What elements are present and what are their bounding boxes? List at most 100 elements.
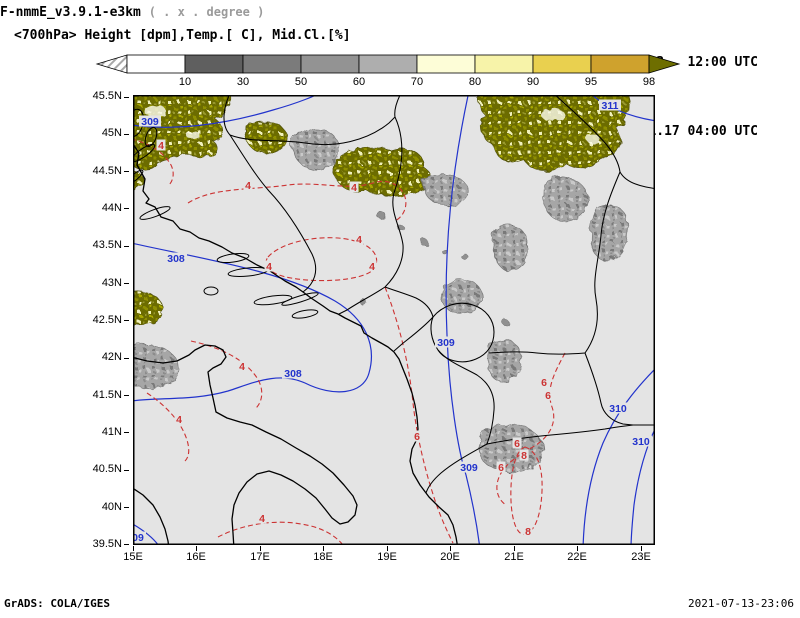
lat-tick-mark: [124, 357, 129, 359]
map-frame: [133, 95, 655, 545]
lat-tick-label: 44.5N: [92, 165, 122, 177]
temp-label-text: 6: [414, 431, 420, 443]
colorbar-segment: [300, 54, 360, 74]
lon-tick-label: 18E: [313, 551, 333, 563]
temp-label-text: 4: [239, 361, 245, 373]
lon-tick-label: 16E: [186, 551, 206, 563]
model-title: F-nmmE_v3.9.1-e3km: [0, 5, 141, 20]
temp-label-text: 4: [369, 261, 375, 273]
temp-contour-label: 8: [519, 449, 529, 462]
height-label-text: 09: [133, 532, 144, 544]
height-contour-label: 309: [435, 336, 457, 349]
cloud-dot-gray: [376, 210, 386, 220]
border-segment: [584, 171, 621, 354]
cloud-cover-colorbar: [95, 54, 681, 74]
cloud-bright-core: [144, 105, 166, 117]
cloud-shading-layer: [133, 95, 630, 473]
temp-contour-label: 4: [257, 512, 267, 525]
lat-tick-mark: [124, 395, 129, 397]
cloud-bright-core: [586, 135, 600, 143]
temp-label-text: 4: [245, 180, 251, 192]
creation-timestamp: 2021-07-13-23:06: [688, 597, 794, 610]
island-outline: [144, 126, 158, 148]
lat-tick-label: 39.5N: [92, 538, 122, 550]
lon-tick-mark: [196, 546, 197, 551]
height-label-text: 310: [609, 403, 627, 415]
lat-tick-mark: [124, 320, 129, 322]
lon-tick-label: 17E: [250, 551, 270, 563]
lat-tick-mark: [124, 432, 129, 434]
cloud-dot-gray: [501, 318, 509, 326]
temp-label-text: 4: [158, 140, 164, 152]
border-segment: [223, 95, 396, 146]
height-contour-309: [445, 95, 481, 545]
field-title: <700hPa> Height [dpm],Temp.[ C], Mid.Cl.…: [14, 28, 351, 43]
lon-tick-mark: [259, 546, 261, 551]
lon-tick-label: 19E: [377, 551, 397, 563]
cloud-patch-gray: [422, 173, 469, 206]
colorbar-segment-below10: [126, 54, 186, 74]
colorbar-segment: [242, 54, 302, 74]
italy-coastline: [133, 344, 358, 545]
lat-tick-label: 42.5N: [92, 314, 122, 326]
grads-credit: GrADS: COLA/IGES: [4, 597, 110, 610]
coastlines: [133, 108, 458, 545]
height-contour-310: [582, 368, 655, 545]
temp-label-text: 4: [356, 234, 362, 246]
temp-label-text: 4: [351, 182, 357, 194]
temp-label-text: 6: [541, 377, 547, 389]
lat-tick-mark: [124, 507, 129, 509]
height-label-text: 309: [141, 116, 159, 128]
border-segment: [393, 316, 434, 352]
lat-tick-label: 43.5N: [92, 239, 122, 251]
lon-tick-label: 15E: [123, 551, 143, 563]
lat-tick-label: 44N: [101, 202, 122, 214]
map-panel: 309 311 308 308 309 309 310 310 09 4 4 4…: [133, 95, 655, 545]
border-segment: [425, 443, 488, 494]
border-segment: [384, 116, 404, 288]
model-resolution: ( . x . degree ): [148, 5, 265, 19]
peljesac-peninsula-outline: [281, 292, 319, 306]
cloud-patch-olive: [332, 146, 431, 197]
colorbar-tick-label: 98: [642, 76, 656, 88]
height-label-text: 310: [632, 436, 650, 448]
cloud-dot-gray: [460, 252, 468, 260]
temp-contour-4: [146, 392, 190, 462]
temp-contour-label: 4: [354, 233, 364, 246]
island-outline: [139, 206, 171, 220]
temp-contour-6: [384, 286, 454, 544]
colorbar-right-arrow: [648, 54, 681, 74]
lat-tick-label: 45N: [101, 127, 122, 139]
header-line-1: F-nmmE_v3.9.1-e3km ( . x . degree ): [0, 5, 264, 20]
lat-tick-label: 43N: [101, 277, 122, 289]
temp-contour-4: [190, 340, 263, 410]
height-contour-label: 310: [630, 435, 652, 448]
height-contour-label: 310: [607, 402, 629, 415]
lat-tick-mark: [124, 245, 129, 247]
lat-tick-mark: [124, 469, 129, 471]
temp-contour-label: 6: [512, 437, 522, 450]
height-contour-label: 308: [282, 367, 304, 380]
cloud-patch-olive: [478, 95, 630, 172]
colorbar-left-arrow: [95, 54, 128, 74]
temp-contour-label: 4: [243, 179, 253, 192]
colorbar-segment: [532, 54, 592, 74]
height-label-text: 309: [460, 462, 478, 474]
island-outline: [216, 252, 250, 264]
cloud-patch-gray: [441, 279, 482, 315]
cloud-dot-gray: [420, 238, 428, 246]
colorbar-tick-label: 60: [352, 76, 366, 88]
border-segment: [437, 349, 495, 445]
height-contour-308: [133, 242, 373, 402]
height-contour-label: 311: [599, 99, 621, 112]
cloud-patch-gray: [487, 339, 522, 382]
border-segment: [584, 352, 634, 426]
temp-label-text: 6: [498, 462, 504, 474]
colorbar-tick-label: 50: [294, 76, 308, 88]
temp-contour-label: 4: [174, 413, 184, 426]
tyrrhenian-coastline: [133, 487, 170, 545]
temp-contour-label: 6: [539, 376, 549, 389]
lat-tick-label: 41N: [101, 426, 122, 438]
lon-tick-label: 22E: [567, 551, 587, 563]
